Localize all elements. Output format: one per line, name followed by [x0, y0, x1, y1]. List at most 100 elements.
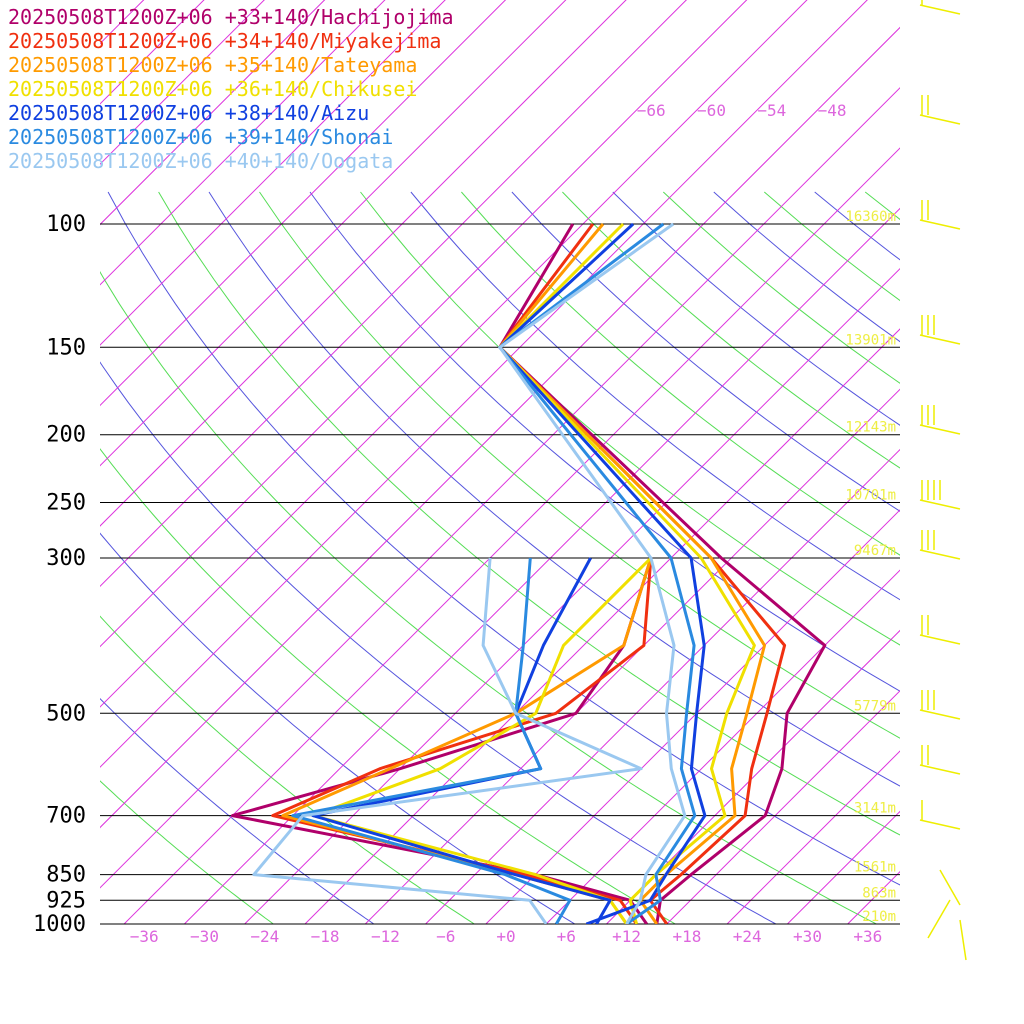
dry-adiabat-line — [1017, 192, 1024, 939]
isotherm-line — [364, 388, 900, 924]
isotherm-lines — [100, 0, 1024, 924]
height-label: 16360m — [845, 209, 896, 225]
wind-barb — [959, 919, 967, 961]
sounding-series — [231, 222, 827, 924]
isotherm-line — [100, 0, 386, 286]
height-label: 10701m — [845, 488, 896, 504]
pressure-label: 850 — [46, 863, 86, 888]
temperature-tick-label: +18 — [672, 927, 701, 946]
dry-adiabat-line — [864, 191, 900, 221]
pressure-label: 250 — [46, 491, 86, 516]
height-label: 9467m — [854, 543, 896, 559]
dry-adiabat-line — [814, 191, 900, 261]
dewpoint-line — [311, 557, 612, 924]
isotherm-line — [123, 147, 900, 924]
pressure-label: 100 — [46, 212, 86, 237]
dry-adiabat-line — [713, 191, 900, 343]
isotherm-line — [847, 870, 900, 924]
wind-barb — [919, 334, 961, 345]
pressure-label: 925 — [46, 888, 86, 913]
legend: 20250508T1200Z+06 +33+140/Hachijojima202… — [8, 5, 454, 173]
isotherm-line — [787, 810, 900, 924]
isotherm-line — [100, 0, 688, 588]
height-label: 1561m — [854, 860, 896, 876]
legend-entry: 20250508T1200Z+06 +34+140/Miyakejima — [8, 29, 441, 53]
dry-adiabat-line — [763, 191, 900, 302]
height-label: 210m — [862, 909, 896, 925]
pressure-label: 700 — [46, 804, 86, 829]
isotherm-line — [100, 87, 900, 889]
dewpoint-line — [271, 557, 653, 924]
isotherm-line — [726, 750, 900, 924]
isotherm-line — [100, 0, 265, 165]
legend-entry: 20250508T1200Z+06 +36+140/Chikusei — [8, 77, 417, 101]
isotherm-line — [100, 0, 748, 648]
dry-adiabat-line — [100, 532, 576, 924]
axis-labels: −36 −30 −24 −18 −12 −6 +0 +6 +12 +18 +24 +30 +36 −66 −… — [130, 101, 883, 946]
isotherm-line — [304, 328, 900, 924]
wind-barb — [939, 869, 961, 906]
pressure-label: 150 — [46, 335, 86, 360]
temperature-tick-label: +12 — [612, 927, 641, 946]
isotherm-line — [100, 0, 627, 527]
wind-barb — [919, 549, 961, 560]
wind-barb — [919, 764, 961, 775]
isotherm-label: −48 — [818, 101, 847, 120]
legend-entry: 20250508T1200Z+06 +40+140/Oogata — [8, 149, 393, 173]
dry-adiabat-line — [100, 697, 375, 924]
wind-barb — [919, 219, 961, 230]
dry-adiabat-line — [309, 191, 900, 692]
legend-entry: 20250508T1200Z+06 +35+140/Tateyama — [8, 53, 417, 77]
height-label: 13901m — [845, 332, 896, 348]
temperature-line — [498, 222, 697, 924]
isotherm-line — [968, 0, 1024, 924]
dry-adiabat-line — [100, 780, 275, 924]
isotherm-line — [100, 0, 507, 407]
isotherm-line — [100, 26, 900, 829]
wind-barb — [919, 114, 961, 125]
isotherm-line — [545, 569, 900, 924]
isotherm-line — [606, 629, 900, 924]
wind-barb — [919, 709, 961, 720]
wind-barb — [919, 424, 961, 435]
pressure-label: 300 — [46, 546, 86, 571]
isotherm-line — [244, 267, 900, 924]
potential-temperature-lines — [100, 191, 1024, 939]
height-label: 12143m — [845, 420, 896, 436]
isotherm-line — [100, 0, 446, 346]
height-label: 3141m — [854, 801, 896, 817]
dewpoint-line — [291, 557, 572, 924]
temperature-tick-label: −36 — [130, 927, 159, 946]
isotherm-label: −54 — [757, 101, 786, 120]
temperature-tick-label: +24 — [733, 927, 762, 946]
legend-entry: 20250508T1200Z+06 +33+140/Hachijojima — [8, 5, 454, 29]
isotherm-label: −66 — [637, 101, 666, 120]
isotherm-label: −60 — [697, 101, 726, 120]
pressure-label: 200 — [46, 423, 86, 448]
legend-entry: 20250508T1200Z+06 +38+140/Aizu — [8, 101, 369, 125]
height-label: 5779m — [854, 698, 896, 714]
dry-adiabat-line — [100, 615, 476, 924]
pressure-grid: 100 16360m 150 13901m 200 12143m 250 10701m 300 9… — [33, 209, 900, 937]
temperature-tick-label: +0 — [496, 927, 515, 946]
pressure-label: 1000 — [33, 912, 86, 937]
pressure-label: 500 — [46, 701, 86, 726]
height-label: 863m — [862, 885, 896, 901]
isotherm-line — [666, 690, 900, 924]
wind-barb — [919, 4, 961, 15]
wind-barb — [919, 499, 961, 510]
wind-barb — [927, 899, 951, 939]
isotherm-line — [184, 207, 900, 924]
temperature-tick-label: −18 — [311, 927, 340, 946]
legend-entry: 20250508T1200Z+06 +39+140/Shonai — [8, 125, 393, 149]
temperature-tick-label: −12 — [371, 927, 400, 946]
isotherm-line — [485, 509, 900, 924]
temperature-line — [498, 223, 766, 924]
dry-adiabat-line — [966, 192, 1024, 939]
wind-barbs — [919, 0, 967, 961]
temperature-line — [498, 223, 827, 924]
dewpoint-line — [231, 557, 653, 924]
isotherm-line — [100, 0, 326, 226]
isotherm-line — [100, 0, 868, 768]
